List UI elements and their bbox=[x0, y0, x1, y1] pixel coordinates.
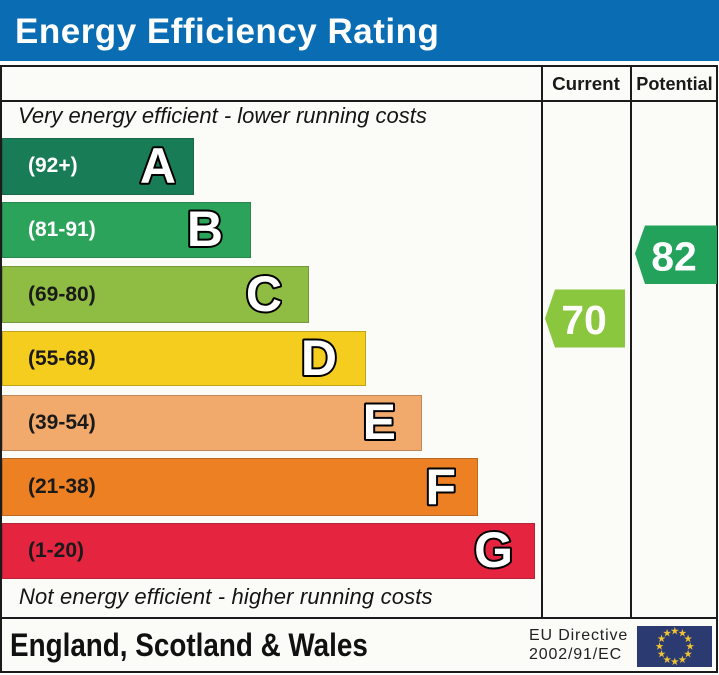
svg-text:G: G bbox=[474, 523, 513, 578]
svg-text:C: C bbox=[245, 266, 281, 322]
svg-text:E: E bbox=[362, 395, 395, 450]
svg-text:F: F bbox=[426, 459, 457, 515]
svg-text:D: D bbox=[300, 331, 336, 386]
svg-text:B: B bbox=[187, 202, 223, 257]
svg-text:A: A bbox=[139, 138, 175, 194]
svg-text:70: 70 bbox=[561, 297, 607, 343]
svg-text:82: 82 bbox=[651, 233, 697, 279]
